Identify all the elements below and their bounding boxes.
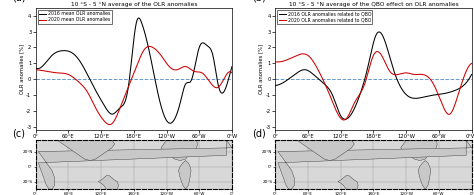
- 2016 mean OLR anomalies: [121, 102, 127, 104]
- 2016 mean OLR anomalies: [136, 17, 141, 19]
- 2016 mean OLR anomalies: [67, 51, 73, 53]
- 2016 OLR anomalies related to QBO: [421, 96, 427, 98]
- Text: (a): (a): [12, 0, 26, 3]
- Title: 10 °S - 5 °N average of the QBO effect on OLR anomalies: 10 °S - 5 °N average of the QBO effect o…: [289, 2, 458, 7]
- 2020 OLR anomalies related to QBO: [307, 56, 313, 58]
- Polygon shape: [98, 176, 118, 191]
- Title: 10 °S - 5 °N average of the OLR anomalies: 10 °S - 5 °N average of the OLR anomalie…: [71, 2, 197, 7]
- Polygon shape: [278, 140, 472, 189]
- Y-axis label: OLR anomalies [%]: OLR anomalies [%]: [19, 44, 24, 94]
- Text: (b): (b): [252, 0, 265, 3]
- Line: 2016 OLR anomalies related to QBO: 2016 OLR anomalies related to QBO: [275, 32, 472, 119]
- 2016 mean OLR anomalies: [83, 71, 89, 73]
- 2020 mean OLR anomalies: [146, 45, 152, 48]
- 2016 OLR anomalies related to QBO: [376, 31, 382, 33]
- Polygon shape: [52, 125, 115, 160]
- 2016 mean OLR anomalies: [167, 122, 173, 124]
- 2020 mean OLR anomalies: [149, 46, 155, 48]
- 2020 OLR anomalies related to QBO: [323, 84, 328, 87]
- Polygon shape: [36, 128, 232, 140]
- Polygon shape: [275, 128, 472, 140]
- 2020 mean OLR anomalies: [67, 74, 73, 77]
- Polygon shape: [38, 140, 232, 189]
- 2016 OLR anomalies related to QBO: [404, 94, 410, 97]
- 2016 OLR anomalies related to QBO: [307, 71, 313, 73]
- Polygon shape: [292, 125, 355, 160]
- Line: 2016 mean OLR anomalies: 2016 mean OLR anomalies: [36, 18, 232, 123]
- 2020 mean OLR anomalies: [164, 63, 170, 66]
- Polygon shape: [179, 160, 191, 189]
- 2016 OLR anomalies related to QBO: [342, 118, 348, 121]
- 2016 OLR anomalies related to QBO: [469, 73, 474, 76]
- 2020 mean OLR anomalies: [107, 123, 112, 126]
- 2020 OLR anomalies related to QBO: [389, 72, 394, 74]
- 2016 mean OLR anomalies: [149, 61, 155, 64]
- 2016 mean OLR anomalies: [33, 67, 38, 69]
- Line: 2020 OLR anomalies related to QBO: 2020 OLR anomalies related to QBO: [275, 51, 472, 120]
- Polygon shape: [338, 176, 358, 191]
- 2020 OLR anomalies related to QBO: [374, 50, 380, 53]
- 2016 OLR anomalies related to QBO: [323, 84, 328, 86]
- Y-axis label: OLR anomalies [%]: OLR anomalies [%]: [259, 44, 264, 94]
- 2020 OLR anomalies related to QBO: [469, 62, 474, 65]
- Legend: 2016 OLR anomalies related to QBO, 2020 OLR anomalies related to QBO: 2016 OLR anomalies related to QBO, 2020 …: [277, 10, 373, 24]
- 2020 OLR anomalies related to QBO: [404, 72, 410, 74]
- 2020 OLR anomalies related to QBO: [421, 74, 427, 76]
- 2016 mean OLR anomalies: [164, 120, 170, 122]
- 2016 OLR anomalies related to QBO: [389, 62, 394, 65]
- Text: (d): (d): [252, 128, 265, 138]
- Text: (c): (c): [12, 128, 25, 138]
- 2020 mean OLR anomalies: [122, 95, 128, 97]
- 2016 mean OLR anomalies: [181, 86, 187, 89]
- 2020 mean OLR anomalies: [83, 89, 89, 91]
- 2020 OLR anomalies related to QBO: [362, 84, 367, 86]
- 2016 OLR anomalies related to QBO: [362, 79, 367, 82]
- Polygon shape: [161, 128, 198, 160]
- 2016 mean OLR anomalies: [229, 65, 235, 68]
- 2020 mean OLR anomalies: [33, 68, 38, 71]
- 2020 mean OLR anomalies: [229, 72, 235, 74]
- 2020 OLR anomalies related to QBO: [273, 61, 278, 63]
- Polygon shape: [401, 128, 437, 160]
- 2016 OLR anomalies related to QBO: [273, 84, 278, 87]
- 2020 OLR anomalies related to QBO: [341, 119, 346, 121]
- Legend: 2016 mean OLR anomalies, 2020 mean OLR anomalies: 2016 mean OLR anomalies, 2020 mean OLR a…: [38, 10, 112, 24]
- 2020 mean OLR anomalies: [181, 66, 187, 68]
- Polygon shape: [418, 160, 431, 189]
- Line: 2020 mean OLR anomalies: 2020 mean OLR anomalies: [36, 46, 232, 125]
